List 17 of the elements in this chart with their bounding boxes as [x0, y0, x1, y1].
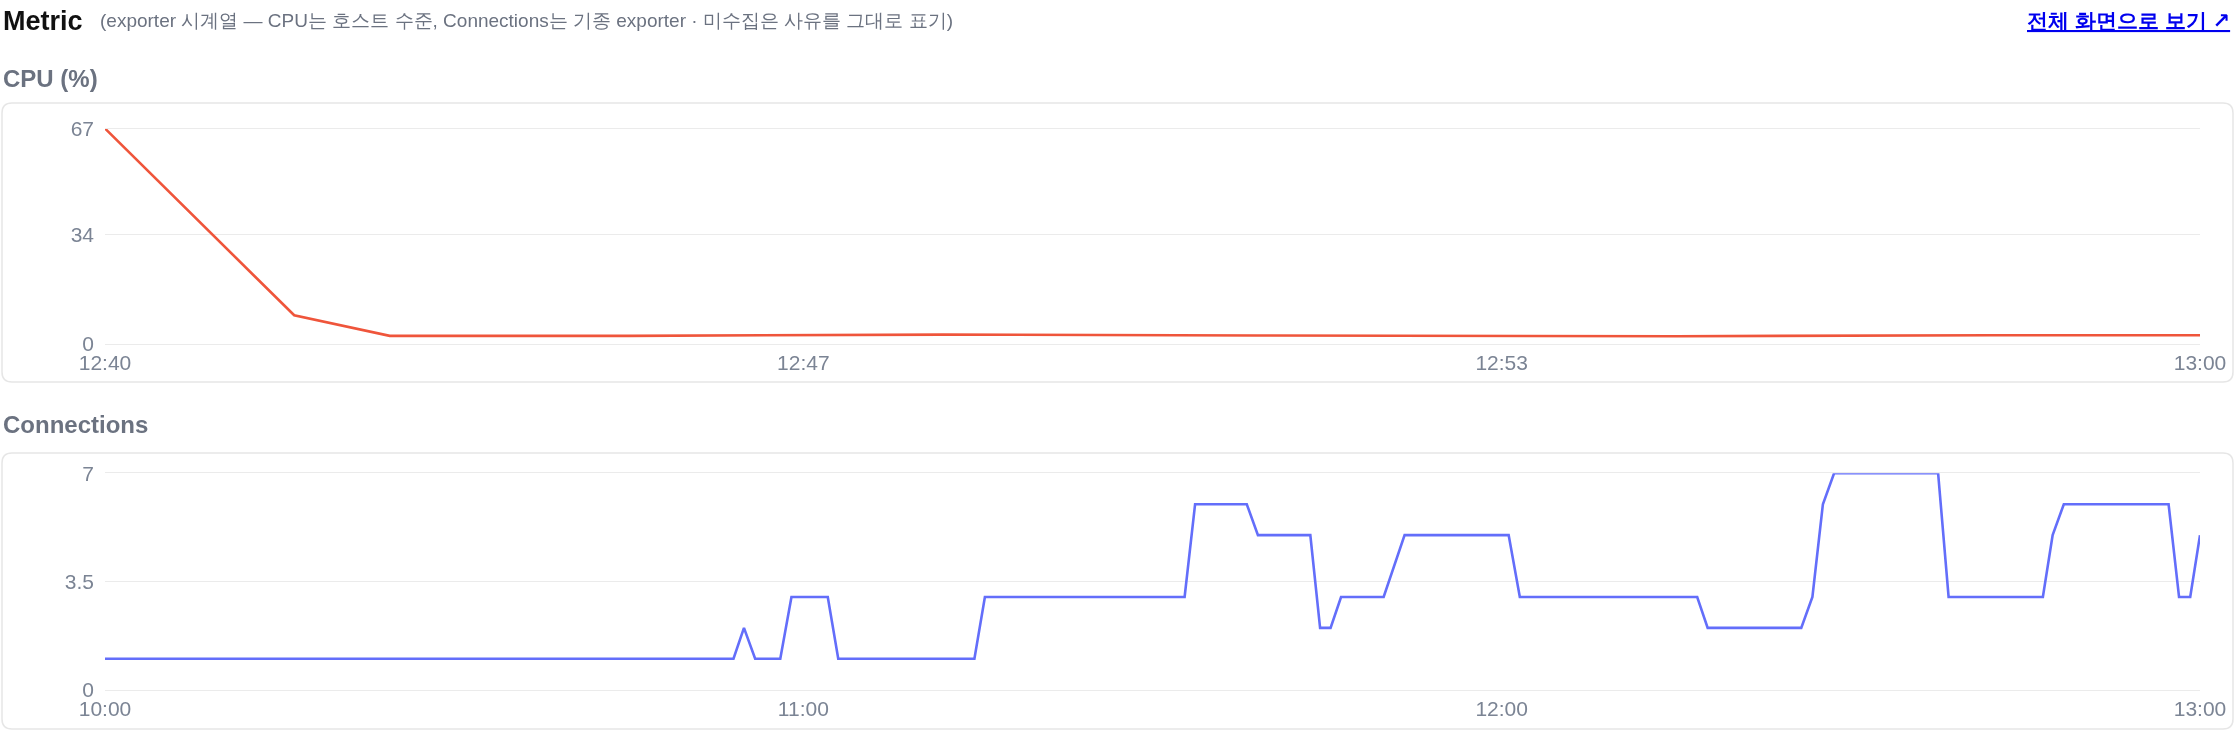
- x-tick-label: 13:00: [2173, 697, 2227, 721]
- text: 전체 화면으로 보기 ↗: [2027, 9, 2231, 32]
- x-tick-label: 12:47: [777, 351, 830, 375]
- chart-title: CPU (%): [3, 65, 98, 92]
- x-tick-label: 13:00: [2173, 351, 2227, 375]
- y-tick-label: 7: [82, 461, 94, 485]
- x-tick-label: 12:53: [1475, 351, 1528, 375]
- chart-title: Connections: [3, 411, 149, 438]
- y-tick-label: 3.5: [64, 569, 94, 593]
- line-series: [105, 128, 2200, 338]
- x-tick-label: 12:00: [1475, 697, 1528, 721]
- line-series: [105, 473, 2200, 661]
- x-tick-label: 11:00: [777, 697, 829, 721]
- text: (exporter 시계열 — CPU는 호스트 수준, Connections는 기종 exporter · 미수집은 사유를 그대로 표기): [100, 10, 954, 31]
- text: Metric: [3, 6, 83, 36]
- y-tick-label: 67: [70, 116, 94, 140]
- y-tick-label: 34: [70, 222, 95, 246]
